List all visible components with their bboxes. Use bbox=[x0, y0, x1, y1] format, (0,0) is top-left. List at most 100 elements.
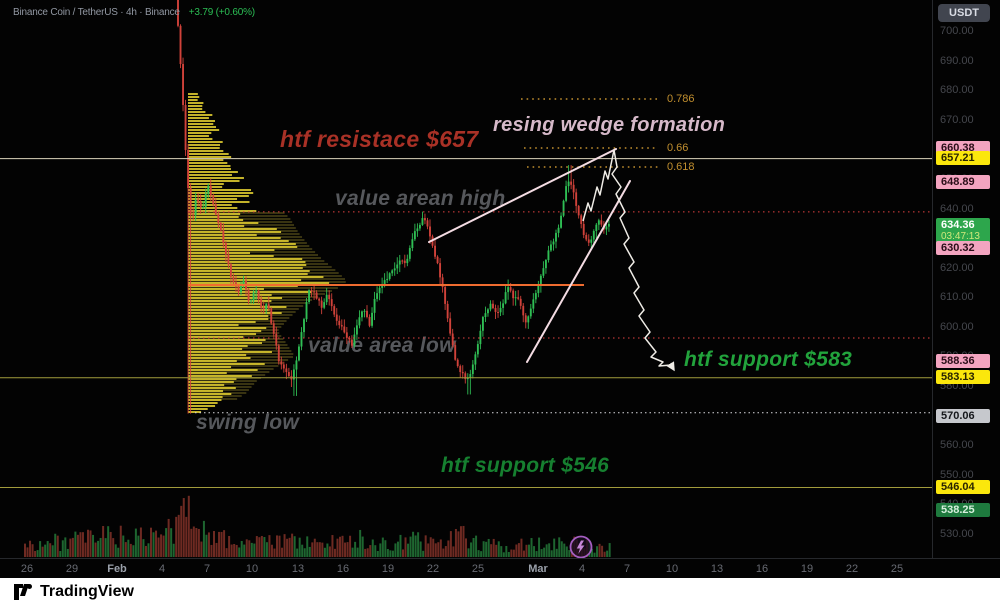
value-area-low-label[interactable]: value area low bbox=[308, 334, 456, 357]
htf-support-546-label[interactable]: htf support $546 bbox=[441, 454, 610, 477]
volume-bar bbox=[187, 495, 190, 557]
volume-bar bbox=[376, 551, 379, 557]
tradingview-logo[interactable]: TradingView bbox=[14, 583, 134, 600]
wedge-trendline[interactable] bbox=[526, 180, 631, 363]
volume-bar bbox=[268, 535, 271, 557]
symbol-title-bar[interactable]: Binance Coin / TetherUS · 4h · Binance +3… bbox=[13, 7, 255, 18]
price-chart[interactable] bbox=[0, 0, 932, 558]
volume-profile-row bbox=[188, 99, 198, 101]
volume-bar bbox=[386, 548, 389, 557]
volume-bar bbox=[182, 498, 185, 557]
alert-588-price-label[interactable]: 588.36 bbox=[936, 354, 990, 369]
rising-wedge-label[interactable]: resing wedge formation bbox=[493, 114, 726, 136]
swing-low-label[interactable]: swing low bbox=[196, 411, 300, 434]
candle-body bbox=[252, 292, 255, 301]
support-546-price-label[interactable]: 546.04 bbox=[936, 479, 990, 494]
volume-bar bbox=[515, 544, 518, 557]
volume-bar bbox=[369, 545, 372, 557]
volume-bar bbox=[117, 547, 120, 557]
candle-body bbox=[363, 310, 366, 312]
level-538-price-label[interactable]: 538.25 bbox=[936, 502, 990, 517]
volume-profile-row bbox=[188, 345, 248, 347]
volume-bar bbox=[104, 538, 107, 557]
volume-bar bbox=[119, 525, 122, 557]
candle-body bbox=[497, 311, 499, 313]
volume-bar bbox=[132, 545, 135, 557]
candle-body bbox=[378, 287, 381, 294]
volume-bar bbox=[444, 546, 447, 557]
volume-profile-row bbox=[188, 243, 296, 245]
volume-bar bbox=[301, 544, 304, 557]
volume-bar bbox=[81, 532, 84, 557]
last-price-price-label[interactable]: 634.36 03:47:13 bbox=[936, 218, 990, 245]
candle-body bbox=[217, 214, 220, 223]
volume-bar bbox=[87, 529, 89, 557]
volume-profile-row bbox=[188, 411, 202, 413]
volume-bar bbox=[603, 551, 606, 557]
volume-bar bbox=[439, 539, 442, 557]
volume-profile-row bbox=[188, 354, 247, 356]
time-axis[interactable]: 26 29 Feb 4 7 10 13 16 19 22 25 Mar 4 7 10 13 16 19 22 25 bbox=[0, 558, 1000, 579]
volume-bar bbox=[336, 538, 339, 557]
volume-bar bbox=[500, 546, 503, 557]
volume-bar bbox=[210, 544, 213, 557]
candle-body bbox=[524, 315, 527, 323]
volume-bar bbox=[283, 534, 286, 557]
volume-bar bbox=[510, 549, 513, 557]
support-583-price-label[interactable]: 583.13 bbox=[936, 369, 990, 384]
volume-bar bbox=[276, 535, 278, 557]
volume-bar bbox=[409, 536, 412, 557]
volume-profile-row bbox=[188, 348, 243, 350]
volume-profile-row bbox=[188, 294, 272, 296]
volume-bar bbox=[200, 541, 203, 557]
price-change: +3.79 (+0.60%) bbox=[188, 7, 255, 18]
candle-body bbox=[451, 333, 454, 346]
alert-630-price-label[interactable]: 630.32 bbox=[936, 241, 990, 255]
resistance-657-price-label[interactable]: 657.21 bbox=[936, 150, 990, 165]
volume-bar bbox=[127, 539, 130, 557]
value-area-high-label[interactable]: value arean high bbox=[335, 187, 506, 210]
swing-low-570-price-label[interactable]: 570.06 bbox=[936, 408, 990, 423]
volume-bar bbox=[528, 544, 530, 557]
htf-support-583-label[interactable]: htf support $583 bbox=[684, 348, 853, 371]
volume-bar bbox=[54, 533, 57, 557]
candle-body bbox=[587, 239, 590, 243]
volume-bar bbox=[548, 543, 551, 557]
candle-body bbox=[212, 195, 215, 205]
candle-body bbox=[580, 215, 583, 224]
candle-body bbox=[532, 299, 535, 309]
volume-bar bbox=[296, 548, 299, 557]
candle-body bbox=[376, 293, 379, 299]
candle-body bbox=[348, 337, 351, 340]
time-axis-label: 19 bbox=[381, 563, 395, 575]
candle-body bbox=[260, 299, 263, 308]
volume-profile-row bbox=[188, 318, 269, 320]
candle-body bbox=[255, 290, 258, 293]
volume-bar bbox=[467, 548, 470, 557]
volume-bar bbox=[89, 530, 92, 557]
volume-bar bbox=[170, 528, 173, 557]
volume-bar bbox=[97, 540, 100, 557]
candle-body bbox=[507, 287, 510, 293]
candle-body bbox=[257, 290, 260, 300]
wedge-trendline[interactable] bbox=[428, 148, 617, 243]
volume-bar bbox=[142, 539, 145, 557]
volume-profile-row bbox=[188, 390, 224, 392]
symbol-title[interactable]: Binance Coin / TetherUS · 4h · Binance bbox=[13, 7, 180, 18]
candle-body bbox=[224, 243, 227, 255]
candle-body bbox=[607, 223, 610, 227]
volume-bar bbox=[71, 537, 74, 557]
volume-bar bbox=[482, 541, 485, 557]
currency-toggle-button[interactable]: USDT bbox=[938, 4, 990, 22]
volume-bar bbox=[525, 544, 528, 557]
volume-profile-row bbox=[188, 186, 223, 188]
alert-648-price-label[interactable]: 648.89 bbox=[936, 175, 990, 190]
volume-bar bbox=[538, 537, 541, 557]
time-axis-label: 13 bbox=[710, 563, 724, 575]
candle-body bbox=[537, 285, 540, 294]
volume-bar bbox=[185, 516, 188, 557]
time-axis-label: 7 bbox=[623, 563, 631, 575]
projection-arrow-path[interactable] bbox=[582, 149, 675, 372]
volume-bar bbox=[323, 547, 326, 557]
htf-resistance-label[interactable]: htf resistace $657 bbox=[280, 126, 479, 152]
